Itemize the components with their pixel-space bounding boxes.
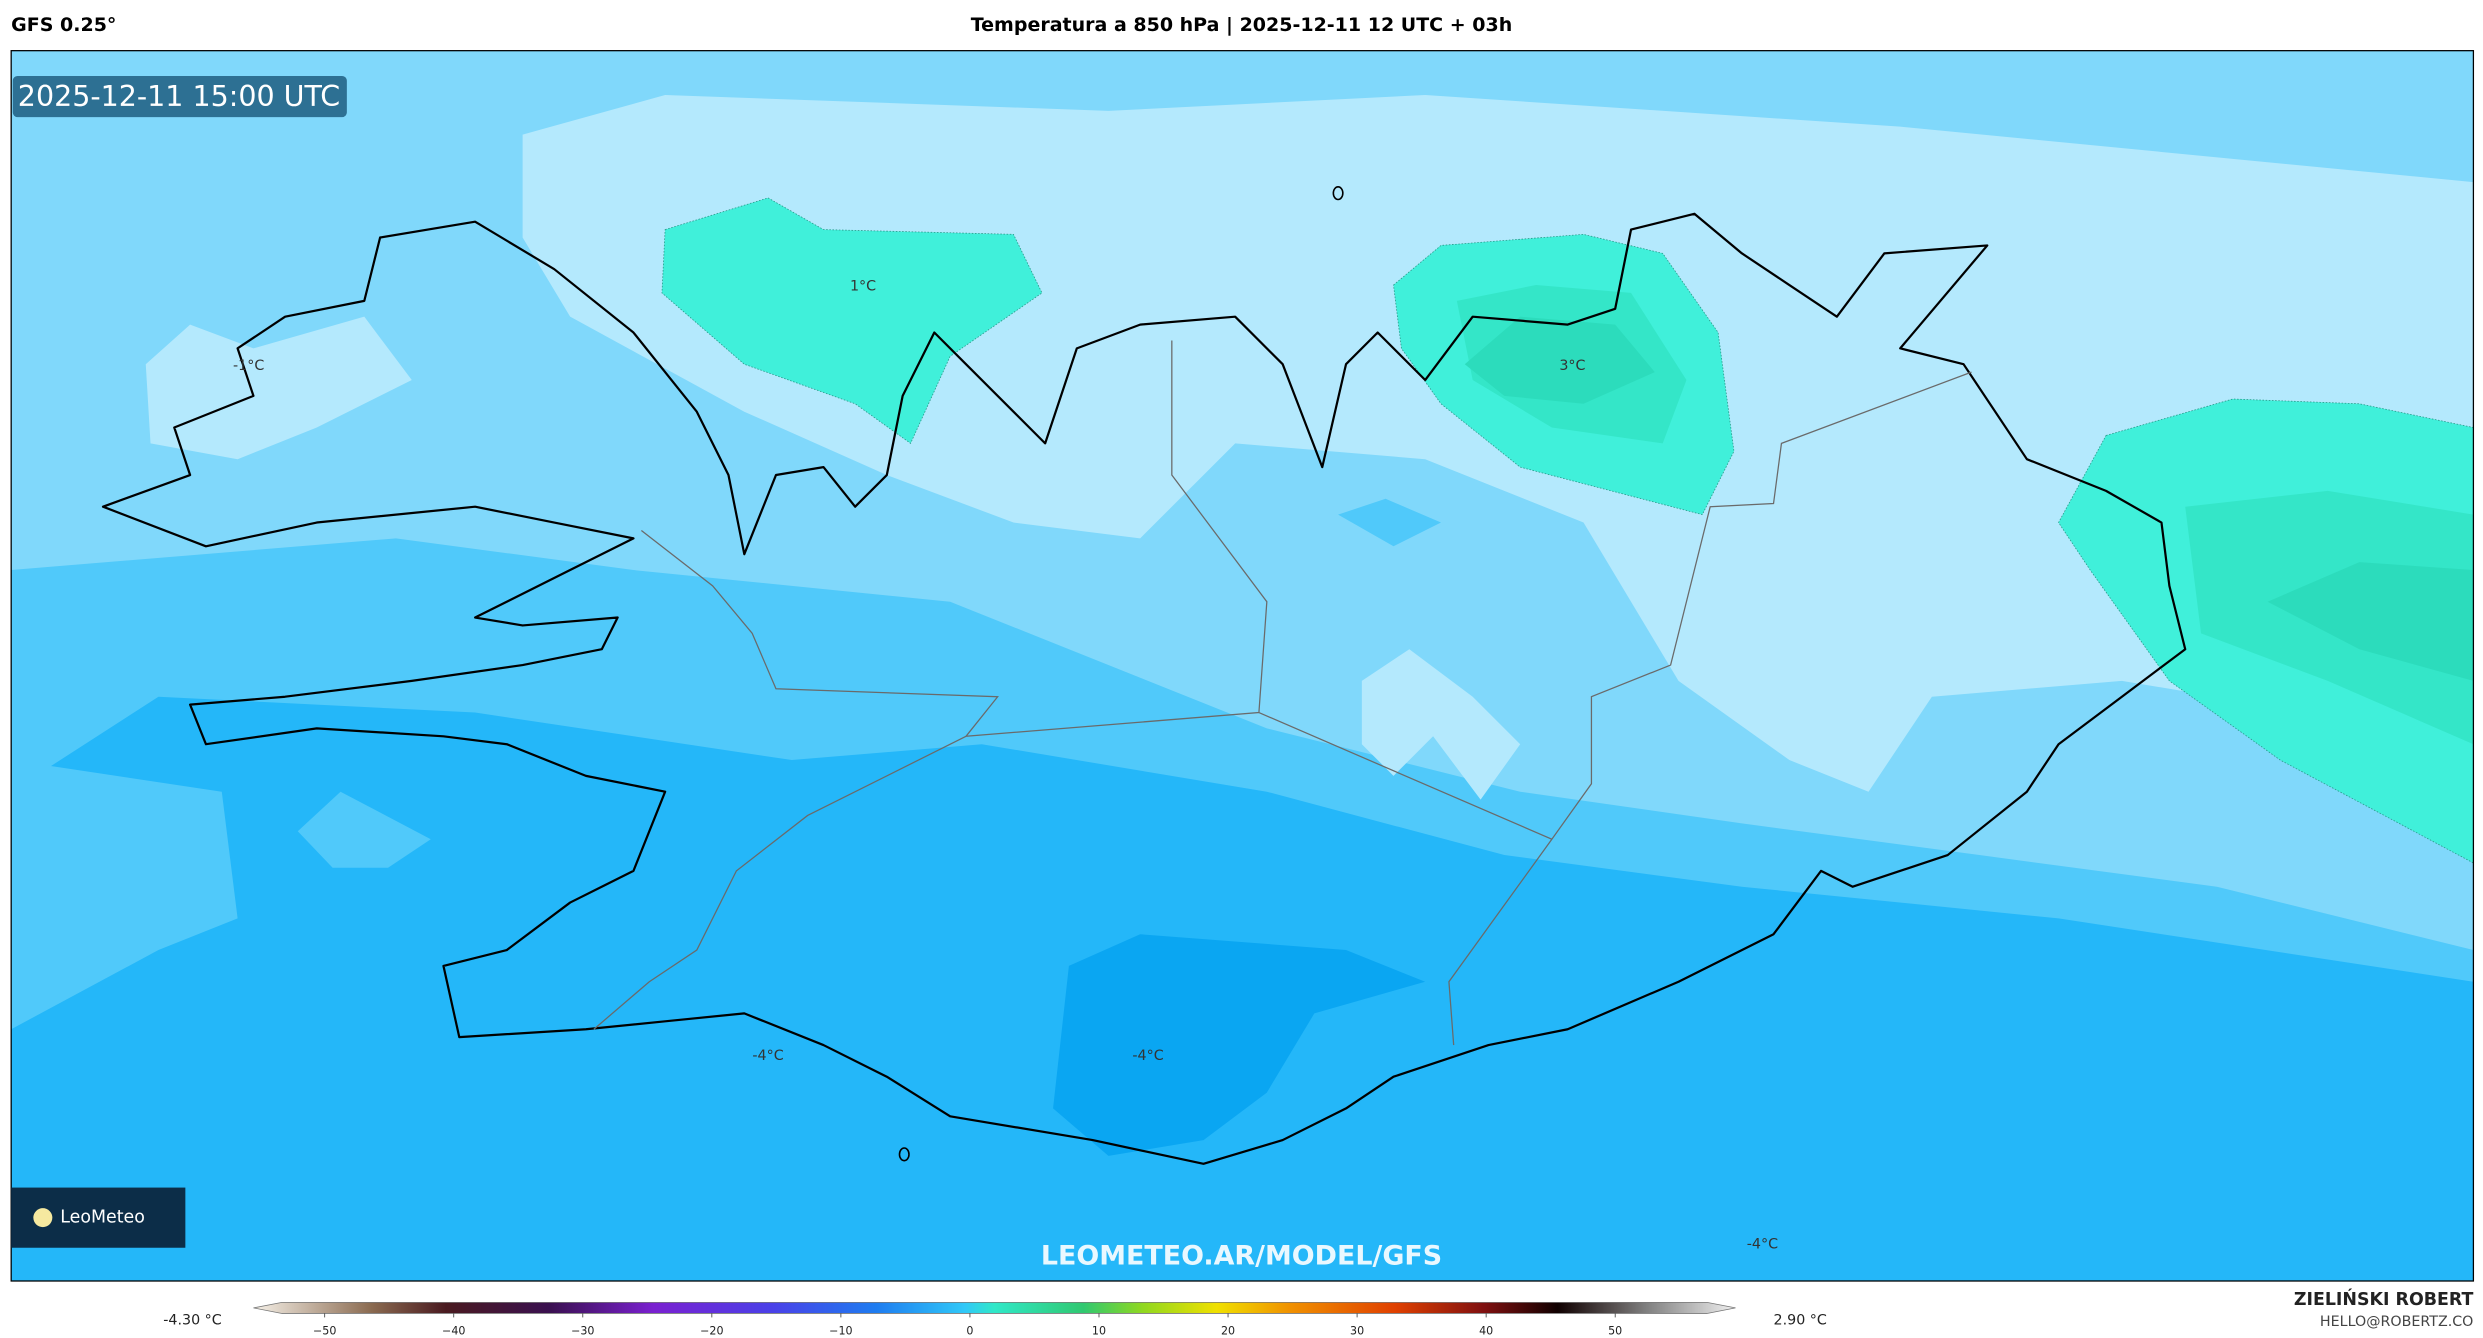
band	[145, 316, 412, 460]
band	[297, 791, 431, 868]
colorbar-tick-label: 50	[1608, 1325, 1622, 1338]
author-name: ZIELIŃSKI ROBERT	[2294, 1288, 2474, 1310]
map-frame	[10, 50, 2475, 1282]
colorbar	[253, 1301, 1736, 1314]
contour-label: -1°C	[233, 358, 264, 374]
contour-label: 3°C	[1559, 358, 1585, 374]
colorbar-tick-label: 30	[1350, 1325, 1364, 1338]
timestamp-box	[12, 76, 347, 118]
warm-area	[1464, 316, 1655, 404]
colorbar-tick-label: 20	[1221, 1325, 1235, 1338]
colorbar-max: 2.90 °C	[1774, 1313, 1827, 1329]
band	[1053, 934, 1426, 1156]
colorbar-tick-label: −40	[442, 1325, 465, 1338]
colorbar-tick-label: 10	[1092, 1325, 1106, 1338]
colorbar-tick-label: −50	[313, 1325, 336, 1338]
colorbar-tick-label: −30	[571, 1325, 594, 1338]
contour-label: -4°C	[752, 1048, 783, 1064]
warm-area	[661, 197, 1043, 444]
border-lines	[593, 340, 1972, 1046]
coastline	[101, 212, 2187, 1165]
logo-sun	[33, 1208, 53, 1228]
colorbar-tick-label: 0	[966, 1325, 973, 1338]
watermark: LEOMETEO.AR/MODEL/GFS	[1041, 1241, 1442, 1272]
map-title: Temperatura a 850 hPa | 2025-12-11 12 UT…	[971, 14, 1513, 36]
timestamp: 2025-12-11 15:00 UTC	[18, 80, 340, 113]
band	[1338, 498, 1442, 547]
author-email: HELLO@ROBERTZ.CO	[2320, 1314, 2473, 1330]
band	[11, 760, 238, 1030]
colorbar-tick-label: 40	[1479, 1325, 1493, 1338]
colorbar-tick-label: −10	[829, 1325, 852, 1338]
logo-text: LeoMeteo	[60, 1208, 145, 1228]
band	[1361, 649, 1521, 800]
contour-label: -4°C	[1747, 1237, 1778, 1253]
colorbar-ticks: −50 −40 −30 −20 −10 0 10 20 30 40 50	[313, 1313, 1622, 1338]
island	[1332, 186, 1344, 201]
contour-label: 1°C	[850, 279, 876, 295]
colorbar-min: -4.30 °C	[163, 1313, 222, 1329]
colorbar-tick-label: −20	[700, 1325, 723, 1338]
contour-label: -4°C	[1132, 1048, 1163, 1064]
temperature-field	[11, 50, 2474, 1281]
warm-area	[2267, 562, 2474, 681]
model-label: GFS 0.25°	[11, 14, 116, 36]
island	[898, 1147, 910, 1162]
